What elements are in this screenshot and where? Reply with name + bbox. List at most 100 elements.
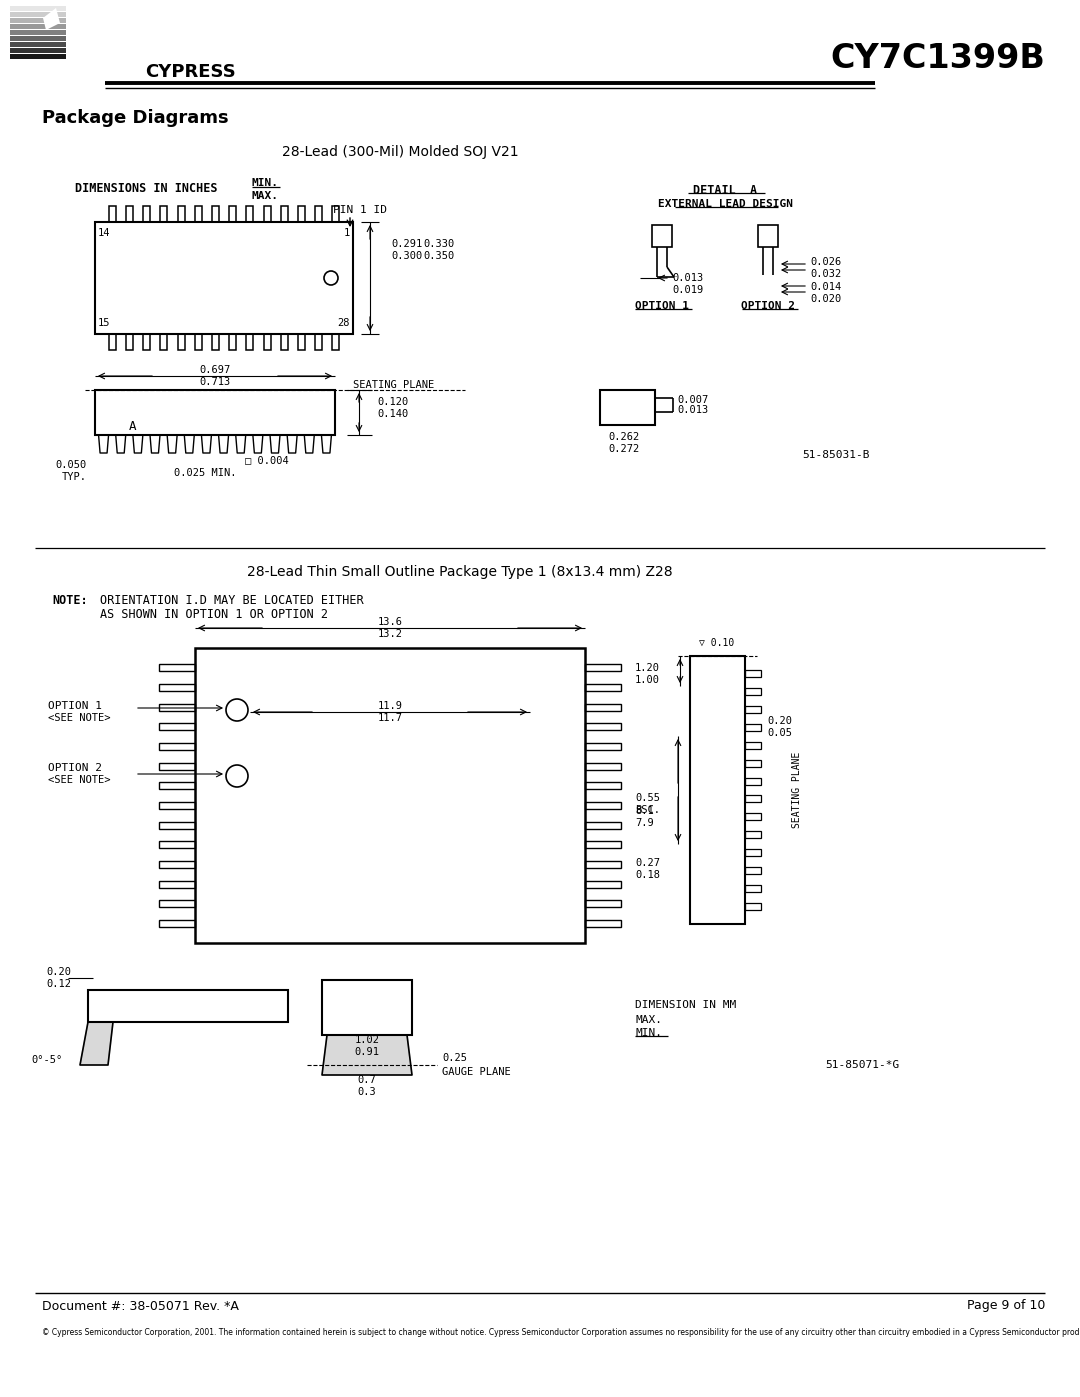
Text: 0.120: 0.120 [377, 397, 408, 407]
Bar [745, 742, 761, 749]
Text: 0.013: 0.013 [677, 405, 708, 415]
Bar [95, 222, 353, 334]
Text: 13.6: 13.6 [378, 617, 403, 627]
Bar [159, 664, 195, 671]
Bar [281, 205, 287, 222]
Text: DIMENSION IN MM: DIMENSION IN MM [635, 1000, 737, 1010]
Text: 0.007: 0.007 [677, 395, 708, 405]
Bar [159, 841, 195, 848]
Bar [585, 880, 621, 887]
Text: 0.300: 0.300 [391, 251, 422, 261]
Text: 0.032: 0.032 [810, 270, 841, 279]
Text: 0.7: 0.7 [357, 1076, 376, 1085]
Text: SEATING PLANE: SEATING PLANE [353, 380, 434, 390]
Text: 0.026: 0.026 [810, 257, 841, 267]
Bar [159, 743, 195, 750]
Text: EXTERNAL LEAD DESIGN: EXTERNAL LEAD DESIGN [658, 198, 793, 210]
Bar [126, 205, 133, 222]
Bar [159, 861, 195, 868]
Bar [159, 782, 195, 789]
Bar [585, 704, 621, 711]
Text: TYP.: TYP. [62, 472, 87, 482]
Text: 0.050: 0.050 [56, 460, 87, 469]
Text: © Cypress Semiconductor Corporation, 2001. The information contained herein is s: © Cypress Semiconductor Corporation, 200… [42, 1329, 1080, 1337]
Text: 8.1: 8.1 [635, 806, 653, 816]
Bar [745, 813, 761, 820]
Bar [194, 334, 202, 351]
Bar [109, 334, 116, 351]
Text: CY7C1399B: CY7C1399B [831, 42, 1045, 74]
Text: 28: 28 [337, 319, 350, 328]
Text: 0.019: 0.019 [672, 285, 703, 295]
Bar [160, 205, 167, 222]
Bar [745, 795, 761, 802]
Bar [159, 900, 195, 907]
Bar [264, 205, 270, 222]
Text: OPTION 2: OPTION 2 [741, 300, 795, 312]
Text: 0.27: 0.27 [635, 858, 660, 868]
Text: OPTION 1: OPTION 1 [635, 300, 689, 312]
Text: □ 0.004: □ 0.004 [245, 455, 288, 465]
Text: 0.91: 0.91 [354, 1046, 379, 1058]
Bar [745, 831, 761, 838]
Bar [585, 861, 621, 868]
Bar [758, 225, 778, 247]
Bar [10, 13, 66, 17]
Text: 0.05: 0.05 [767, 728, 792, 738]
Bar [315, 205, 322, 222]
Text: Page 9 of 10: Page 9 of 10 [967, 1299, 1045, 1313]
Text: MIN.: MIN. [252, 177, 279, 189]
Text: ▽ 0.10: ▽ 0.10 [700, 638, 734, 648]
Text: 0.3: 0.3 [357, 1087, 376, 1097]
Text: OPTION 1: OPTION 1 [48, 701, 102, 711]
Bar [159, 919, 195, 926]
Text: 0.12: 0.12 [46, 979, 71, 989]
Bar [745, 689, 761, 696]
Bar [10, 47, 66, 53]
Text: 51-85031-B: 51-85031-B [802, 450, 870, 460]
Text: 7.9: 7.9 [635, 819, 653, 828]
Bar [745, 760, 761, 767]
Bar [315, 334, 322, 351]
Text: 14: 14 [98, 228, 110, 237]
Text: 0.697: 0.697 [200, 365, 231, 374]
Bar [281, 334, 287, 351]
Bar [229, 205, 237, 222]
Bar [264, 334, 270, 351]
Text: 1: 1 [343, 228, 350, 237]
Bar [322, 981, 411, 1035]
Bar [159, 880, 195, 887]
Text: 0.014: 0.014 [810, 282, 841, 292]
Bar [585, 782, 621, 789]
Text: 1.02: 1.02 [354, 1035, 379, 1045]
Text: 51-85071-*G: 51-85071-*G [826, 1060, 900, 1070]
Bar [10, 24, 66, 29]
Bar [745, 705, 761, 712]
Text: 0.330: 0.330 [423, 239, 455, 249]
Polygon shape [43, 8, 60, 29]
Text: GAUGE PLANE: GAUGE PLANE [442, 1067, 511, 1077]
Text: 13.2: 13.2 [378, 629, 403, 638]
Bar [177, 334, 185, 351]
Bar [10, 6, 66, 11]
Bar [585, 841, 621, 848]
Text: 28-Lead (300-Mil) Molded SOJ V21: 28-Lead (300-Mil) Molded SOJ V21 [282, 145, 518, 159]
Bar [745, 884, 761, 891]
Text: 0.20: 0.20 [46, 967, 71, 977]
Bar [195, 648, 585, 943]
Bar [194, 205, 202, 222]
Text: 0.262: 0.262 [608, 432, 639, 441]
Bar [745, 724, 761, 731]
Bar [585, 919, 621, 926]
Bar [246, 205, 254, 222]
Text: DETAIL  A: DETAIL A [693, 183, 757, 197]
Text: DIMENSIONS IN INCHES: DIMENSIONS IN INCHES [75, 182, 217, 194]
Bar [745, 849, 761, 856]
Text: <SEE NOTE>: <SEE NOTE> [48, 775, 110, 785]
Bar [109, 205, 116, 222]
Bar [585, 724, 621, 731]
Bar [212, 205, 219, 222]
Polygon shape [322, 1035, 411, 1076]
Text: MAX.: MAX. [252, 191, 279, 201]
Bar [143, 334, 150, 351]
